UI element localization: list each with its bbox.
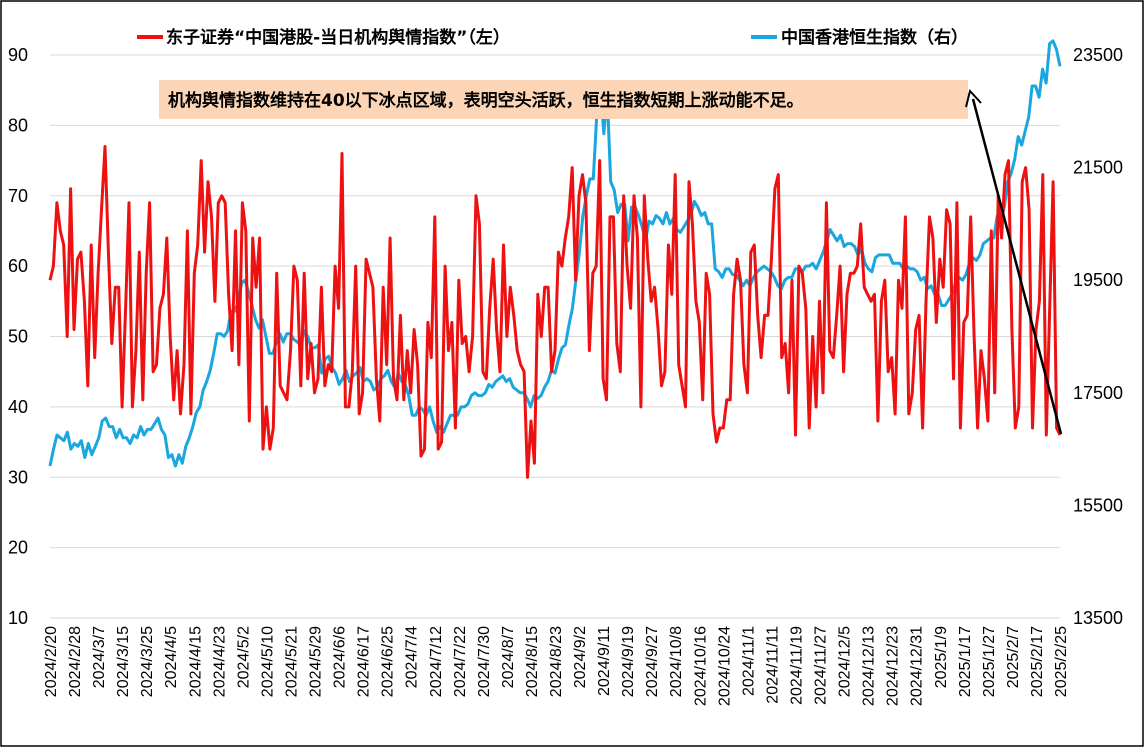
x-tick-label: 2025/2/17: [1029, 626, 1046, 697]
y-left-tick-label: 70: [8, 186, 28, 206]
x-tick-label: 2024/7/30: [476, 626, 493, 697]
x-tick-label: 2024/4/15: [187, 626, 204, 697]
x-tick-label: 2024/11/19: [788, 626, 805, 705]
x-tick-label: 2025/1/17: [957, 626, 974, 697]
y-right-tick-label: 21500: [1073, 158, 1123, 178]
x-tick-label: 2024/10/8: [668, 626, 685, 697]
x-tick-label: 2024/7/4: [404, 626, 421, 688]
x-axis: 2024/2/20 2024/2/28 2024/3/7 2024/3/15 2024/…: [43, 617, 1070, 706]
x-tick-label: 2024/10/16: [692, 626, 709, 706]
x-tick-label: 2024/3/7: [91, 626, 108, 688]
x-tick-label: 2025/1/27: [981, 626, 998, 697]
series-line-hang-seng-index: [48, 39, 1062, 468]
x-tick-label: 2024/6/6: [332, 626, 349, 688]
y-right-tick-label: 23500: [1073, 45, 1123, 65]
x-tick-label: 2024/3/15: [115, 626, 132, 697]
x-tick-label: 2024/12/31: [909, 626, 926, 706]
x-tick-label: 2025/2/25: [1053, 626, 1070, 697]
x-tick-label: 2024/8/15: [524, 626, 541, 697]
y-right-tick-label: 15500: [1073, 495, 1123, 515]
y-axis-right: 13500 15500 17500 19500 21500 23500: [1073, 45, 1123, 628]
x-tick-label: 2024/8/7: [500, 626, 517, 688]
annotation-text: 机构舆情指数维持在40以下冰点区域，表明空头活跃，恒生指数短期上涨动能不足。: [168, 90, 804, 111]
x-tick-label: 2024/3/25: [139, 626, 156, 697]
x-tick-label: 2024/2/28: [67, 626, 84, 697]
legend-label-hsi: 中国香港恒生指数（右）: [781, 27, 968, 48]
x-tick-label: 2024/7/12: [428, 626, 445, 697]
x-tick-label: 2024/5/2: [235, 626, 252, 688]
x-tick-label: 2024/11/27: [813, 626, 830, 705]
arrow-head: [965, 88, 982, 108]
annotation-arrow: [965, 88, 1063, 435]
x-tick-label: 2024/8/23: [548, 626, 565, 697]
y-left-tick-label: 20: [8, 538, 28, 558]
x-tick-label: 2024/5/10: [259, 626, 276, 697]
x-tick-label: 2024/12/23: [885, 626, 902, 706]
x-tick-label: 2024/5/29: [308, 626, 325, 697]
x-tick-label: 2024/6/25: [380, 626, 397, 697]
gridlines: [50, 54, 1060, 549]
x-tick-label: 2024/9/19: [620, 626, 637, 697]
y-left-tick-label: 60: [8, 256, 28, 276]
x-tick-label: 2024/6/17: [356, 626, 373, 697]
y-left-tick-label: 30: [8, 467, 28, 487]
y-left-tick-label: 40: [8, 397, 28, 417]
x-tick-label: 2024/12/5: [837, 626, 854, 697]
annotation: 机构舆情指数维持在40以下冰点区域，表明空头活跃，恒生指数短期上涨动能不足。: [159, 80, 968, 119]
y-axis-left: 10 20 30 40 50 60 70 80 90: [8, 45, 28, 628]
x-tick-label: 2024/12/13: [861, 626, 878, 706]
x-tick-label: 2024/4/5: [163, 626, 180, 688]
x-tick-label: 2024/9/27: [644, 626, 661, 697]
x-tick-label: 2024/5/21: [283, 626, 300, 697]
x-tick-label: 2025/2/7: [1005, 626, 1022, 688]
series-lines: [48, 39, 1062, 479]
y-left-tick-label: 10: [8, 608, 28, 628]
y-left-tick-label: 50: [8, 327, 28, 347]
arrow-shaft: [971, 98, 1063, 435]
y-left-tick-label: 90: [8, 45, 28, 65]
x-tick-label: 2024/11/11: [764, 626, 781, 704]
x-tick-label: 2024/2/20: [43, 626, 60, 697]
series-line-sentiment-index: [48, 145, 1062, 479]
x-tick-label: 2024/11/1: [740, 626, 757, 696]
x-tick-label: 2024/7/22: [452, 626, 469, 697]
x-tick-label: 2025/1/9: [933, 626, 950, 688]
x-tick-label: 2024/4/23: [211, 626, 228, 697]
annotation-box: [159, 80, 968, 119]
x-tick-label: 2024/10/24: [716, 626, 733, 706]
x-tick-label: 2024/9/2: [572, 626, 589, 688]
legend: 东子证券“中国港股-当日机构舆情指数”（左） 中国香港恒生指数（右）: [137, 27, 968, 48]
y-right-tick-label: 13500: [1073, 608, 1123, 628]
y-left-tick-label: 80: [8, 115, 28, 135]
x-tick-label: 2024/9/11: [596, 626, 613, 696]
legend-label-sentiment: 东子证券“中国港股-当日机构舆情指数”（左）: [166, 27, 510, 48]
y-right-tick-label: 19500: [1073, 270, 1123, 290]
y-right-tick-label: 17500: [1073, 383, 1123, 403]
